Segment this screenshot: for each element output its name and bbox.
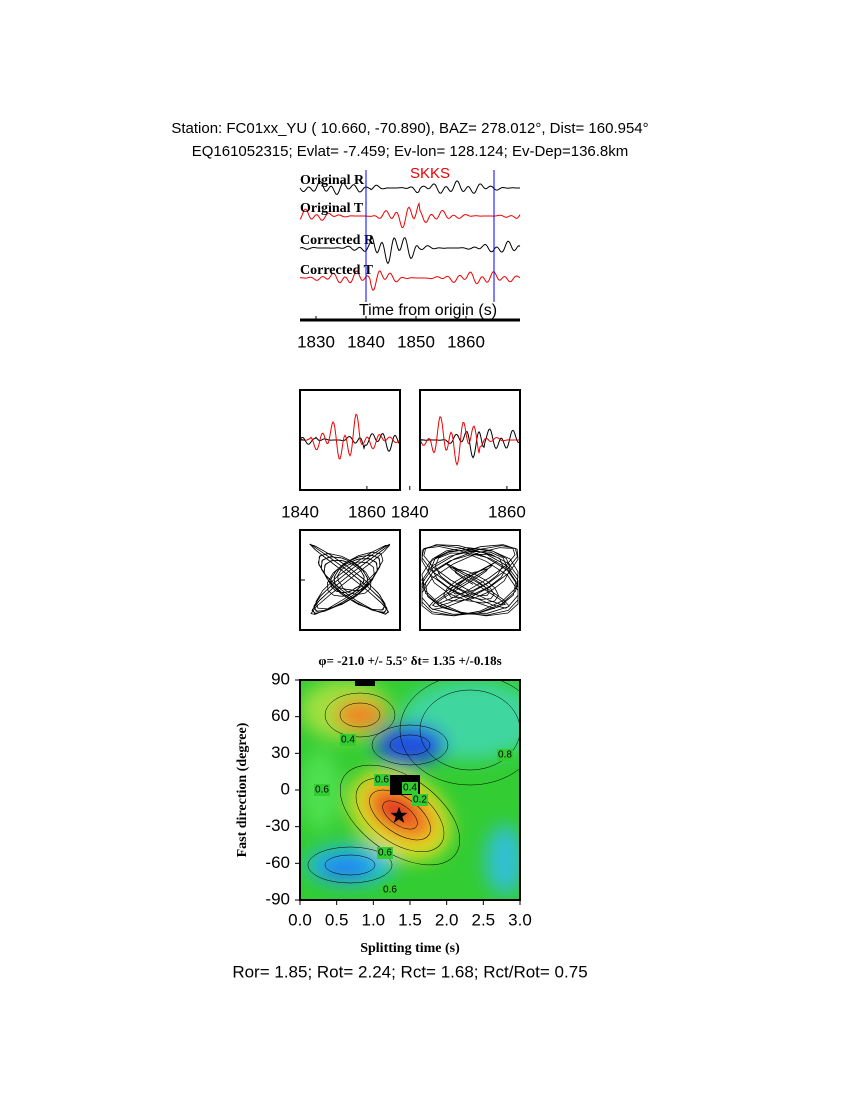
x-axis-label: Time from origin (s): [359, 302, 497, 319]
x-tick-label: 1840: [391, 502, 429, 521]
x-tick-label: 0.5: [325, 910, 349, 929]
trace-label: Original T: [300, 201, 364, 216]
map-title: φ= -21.0 +/- 5.5° δt= 1.35 +/-0.18s: [318, 653, 501, 668]
phase-label: SKKS: [410, 165, 450, 182]
x-tick-label: 1840: [347, 332, 385, 351]
y-tick-label: 90: [271, 669, 290, 688]
waveform: [299, 201, 521, 229]
contour-label-bg: [314, 784, 330, 796]
contour-label: 0.6: [315, 785, 329, 796]
contour-label-bg: [382, 884, 398, 896]
y-tick-label: 30: [271, 743, 290, 762]
contour-label-bg: [374, 774, 390, 786]
particle-motion: [421, 544, 519, 617]
waveform: [299, 180, 520, 195]
footer: Ror= 1.85; Rot= 2.24; Rct= 1.68; Rct/Rot…: [232, 962, 587, 981]
misfit-map: [300, 680, 520, 900]
x-axis-label: Splitting time (s): [360, 941, 460, 956]
x-tick-label: 1840: [281, 502, 319, 521]
contour-label: 0.4: [403, 783, 417, 794]
contour-label: 0.4: [341, 735, 355, 746]
y-tick-label: -30: [265, 816, 290, 835]
contour-label-bg: [377, 847, 393, 859]
x-tick-label: 1860: [488, 502, 526, 521]
contour-label: 0.6: [378, 848, 392, 859]
waveform: [300, 413, 401, 460]
x-tick-label: 1.0: [362, 910, 386, 929]
x-tick-label: 2.0: [435, 910, 459, 929]
y-tick-label: -60: [265, 853, 290, 872]
x-tick-label: 1860: [348, 502, 386, 521]
contour-label: 0.6: [383, 885, 397, 896]
x-tick-label: 1.5: [398, 910, 422, 929]
y-tick-label: 0: [281, 779, 290, 798]
header-line: Station: FC01xx_YU ( 10.660, -70.890), B…: [171, 120, 648, 137]
y-tick-label: 60: [271, 706, 290, 725]
x-tick-label: 1830: [297, 332, 335, 351]
contour-label-bg: [412, 794, 428, 806]
header-line: EQ161052315; Evlat= -7.459; Ev-lon= 128.…: [192, 143, 629, 160]
x-tick-label: 0.0: [288, 910, 312, 929]
panel-frame: [299, 529, 401, 631]
best-fit-star: [390, 806, 408, 823]
y-tick-label: -90: [265, 889, 290, 908]
particle-motion: [309, 543, 391, 615]
x-tick-label: 1860: [447, 332, 485, 351]
x-tick-label: 1850: [397, 332, 435, 351]
waveform: [299, 433, 401, 453]
y-axis-label: Fast direction (degree): [235, 722, 250, 857]
x-tick-label: 3.0: [508, 910, 532, 929]
contour-label: 0.2: [413, 795, 427, 806]
trace-label: Corrected R: [300, 233, 375, 248]
contour-label: 0.8: [498, 750, 512, 761]
contour-label: 0.6: [375, 775, 389, 786]
waveform: [419, 415, 520, 467]
contour-label-bg: [497, 749, 513, 761]
x-tick-label: 2.5: [472, 910, 496, 929]
waveform: [419, 428, 521, 459]
waveform: [299, 234, 521, 265]
trace-label: Original R: [300, 173, 365, 188]
contour-label-bg: [402, 782, 418, 794]
contour-label-bg: [340, 734, 356, 746]
waveform: [300, 270, 521, 292]
trace-label: Corrected T: [300, 263, 374, 278]
